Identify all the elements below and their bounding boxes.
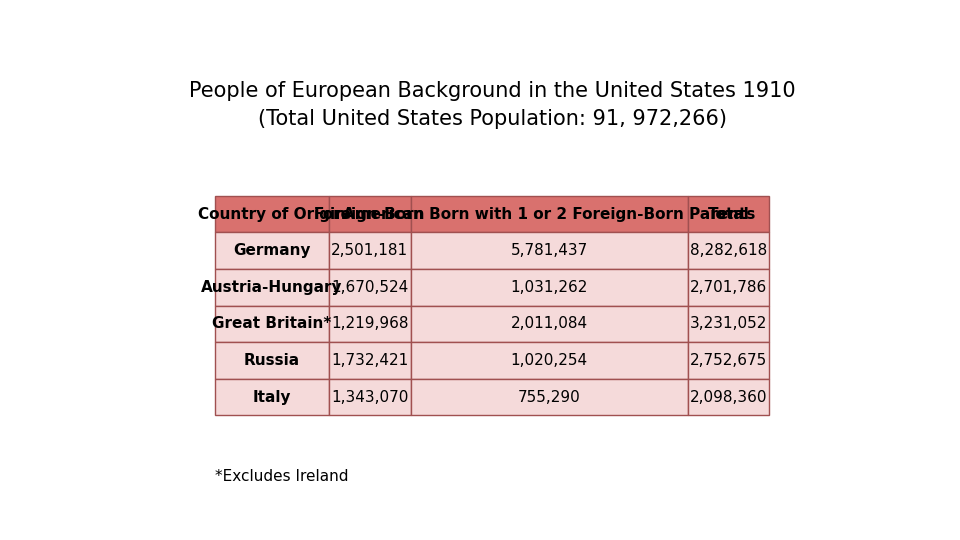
Text: 8,282,618: 8,282,618 [689, 243, 767, 258]
Bar [411, 232, 688, 269]
Text: American Born with 1 or 2 Foreign-Born Parents: American Born with 1 or 2 Foreign-Born P… [343, 207, 756, 221]
Text: 2,752,675: 2,752,675 [689, 353, 767, 368]
Text: Foreign-Born: Foreign-Born [314, 207, 425, 221]
Bar [328, 379, 411, 415]
Bar [688, 379, 769, 415]
Bar [328, 342, 411, 379]
Bar [688, 269, 769, 306]
Text: Austria-Hungary: Austria-Hungary [202, 280, 343, 295]
Bar [328, 269, 411, 306]
Bar [215, 269, 328, 306]
Bar [411, 342, 688, 379]
Text: 1,031,262: 1,031,262 [511, 280, 588, 295]
Bar [328, 306, 411, 342]
Bar [688, 342, 769, 379]
Text: 5,781,437: 5,781,437 [511, 243, 588, 258]
Text: 2,098,360: 2,098,360 [689, 389, 767, 404]
Text: 1,732,421: 1,732,421 [331, 353, 408, 368]
Text: 3,231,052: 3,231,052 [689, 316, 767, 332]
Text: 755,290: 755,290 [517, 389, 581, 404]
Bar [328, 196, 411, 232]
Bar [215, 379, 328, 415]
Text: 1,020,254: 1,020,254 [511, 353, 588, 368]
Bar [688, 232, 769, 269]
Bar [688, 306, 769, 342]
Bar [215, 232, 328, 269]
Bar [688, 196, 769, 232]
Text: Total: Total [708, 207, 749, 221]
Bar [411, 379, 688, 415]
Text: 1,670,524: 1,670,524 [331, 280, 408, 295]
Text: Great Britain*: Great Britain* [212, 316, 331, 332]
Text: 2,501,181: 2,501,181 [331, 243, 408, 258]
Bar [215, 342, 328, 379]
Text: *Excludes Ireland: *Excludes Ireland [215, 469, 348, 483]
Text: 2,011,084: 2,011,084 [511, 316, 588, 332]
Text: People of European Background in the United States 1910
(Total United States Pop: People of European Background in the Uni… [189, 82, 795, 129]
Text: Russia: Russia [244, 353, 300, 368]
Bar [411, 196, 688, 232]
Text: Country of Origin: Country of Origin [198, 207, 346, 221]
Bar [215, 196, 328, 232]
Bar [215, 306, 328, 342]
Text: 1,343,070: 1,343,070 [331, 389, 408, 404]
Text: 1,219,968: 1,219,968 [331, 316, 408, 332]
Text: Germany: Germany [233, 243, 311, 258]
Bar [411, 306, 688, 342]
Text: Italy: Italy [252, 389, 291, 404]
Bar [328, 232, 411, 269]
Bar [411, 269, 688, 306]
Text: 2,701,786: 2,701,786 [689, 280, 767, 295]
